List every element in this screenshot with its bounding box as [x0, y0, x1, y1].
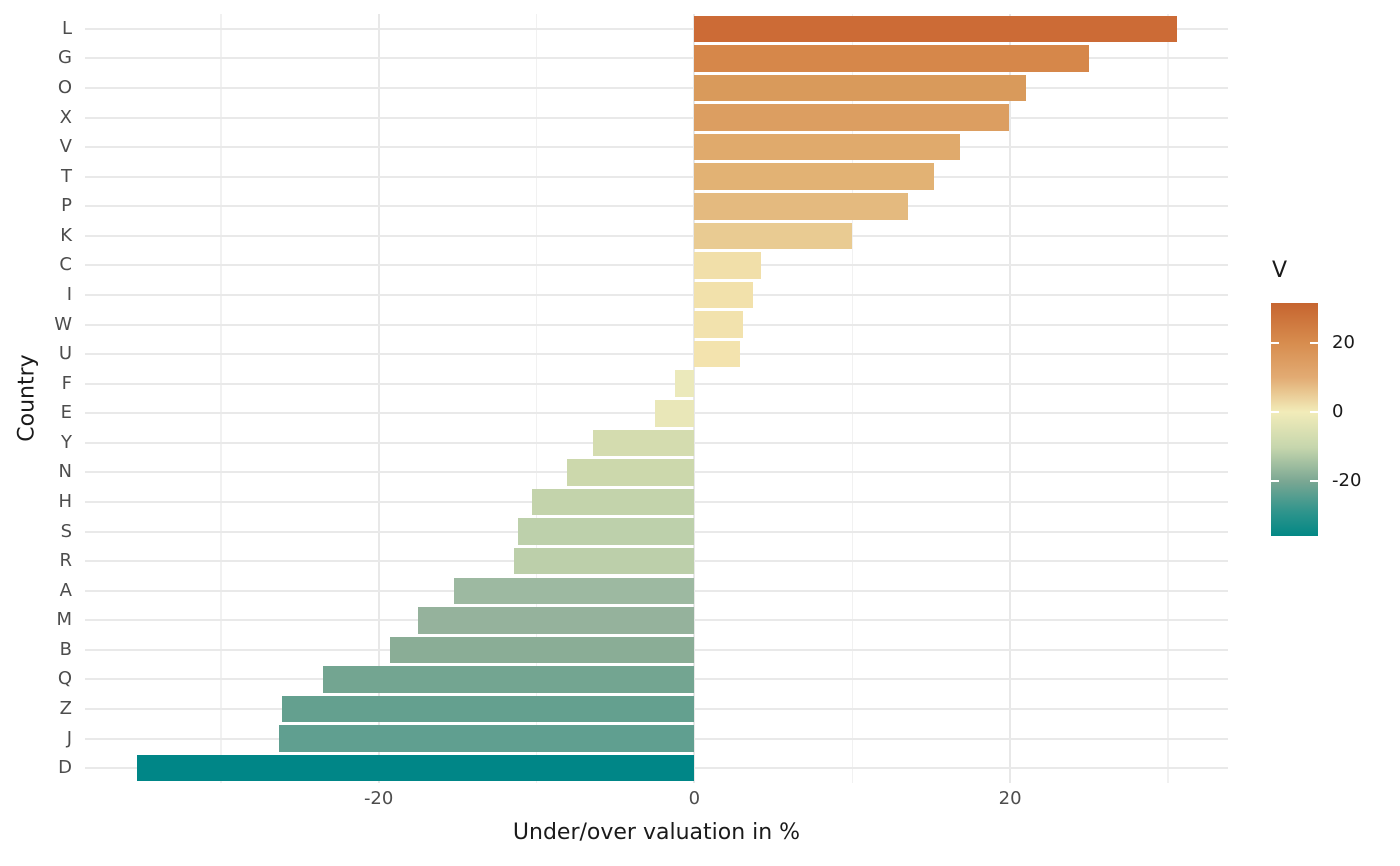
bar-R [514, 547, 695, 575]
bar-Q [323, 666, 695, 693]
gridline-y [85, 293, 1228, 296]
y-tick-label: X [59, 106, 72, 128]
x-tick-label: 20 [998, 788, 1022, 809]
bar-Y [593, 429, 695, 457]
gridline-x-minor [851, 14, 853, 783]
y-tick-label: K [60, 224, 72, 246]
plot-panel [85, 14, 1228, 783]
legend-tick-label: 20 [1332, 331, 1355, 353]
y-tick-label: D [58, 757, 72, 779]
y-tick-label: Q [57, 668, 72, 690]
legend-tick-label: 0 [1332, 401, 1344, 423]
legend-title: V [1272, 258, 1288, 283]
bar-N [566, 459, 695, 486]
gridline-y [85, 116, 1228, 119]
y-tick-label: P [61, 195, 72, 217]
x-axis-title: Under/over valuation in % [512, 820, 801, 845]
bar-C [694, 252, 761, 279]
legend-tick-label: -20 [1332, 470, 1362, 492]
bar-S [517, 518, 695, 545]
colorbar-tick [1271, 411, 1279, 414]
x-axis-tick-labels: -20 0 20 [85, 790, 1228, 814]
gridline-x-minor [1167, 14, 1169, 783]
y-tick-label: L [61, 17, 72, 39]
y-tick-label: I [66, 283, 72, 305]
gridline-x-minor [535, 14, 538, 783]
y-tick-label: W [54, 313, 72, 335]
y-tick-label: O [57, 76, 72, 98]
gridline-x-major [693, 14, 696, 783]
colorbar-tick [1271, 341, 1279, 344]
bar-F [675, 370, 695, 397]
gridline-y [85, 146, 1228, 149]
y-tick-label: G [58, 47, 72, 69]
gridline-y [85, 57, 1228, 60]
x-tick-label: -20 [363, 788, 394, 809]
bar-I [694, 281, 753, 309]
gridline-y [85, 86, 1228, 89]
bar-X [694, 104, 1009, 131]
bar-Z [282, 695, 695, 723]
gridline-y [85, 323, 1228, 326]
gridline-y [85, 382, 1228, 385]
y-tick-label: U [58, 343, 72, 365]
y-tick-label: C [59, 254, 72, 276]
bar-D [137, 754, 695, 782]
bar-V [694, 133, 960, 161]
gridline-y [85, 234, 1228, 237]
x-tick-label: 0 [688, 788, 701, 809]
bar-K [694, 222, 853, 250]
gridline-y [85, 264, 1228, 267]
bar-H [531, 488, 695, 516]
bar-A [454, 577, 695, 604]
colorbar-tick [1310, 480, 1318, 483]
y-tick-label: Y [61, 431, 72, 453]
y-tick-label: T [61, 165, 72, 187]
gridline-y [85, 27, 1228, 30]
gridline-y [85, 205, 1228, 208]
bar-T [694, 163, 935, 190]
bar-L [694, 15, 1178, 43]
y-tick-label: F [61, 372, 72, 394]
bar-G [694, 45, 1090, 72]
y-tick-label: V [59, 136, 72, 158]
y-tick-label: J [66, 727, 72, 749]
legend-colorbar [1271, 303, 1318, 536]
bar-U [694, 340, 741, 368]
gridline-x-major [377, 14, 380, 783]
y-tick-label: B [59, 638, 72, 660]
bar-M [418, 607, 695, 634]
y-tick-label: A [59, 579, 72, 601]
y-tick-label: R [59, 550, 72, 572]
y-tick-label: Z [59, 698, 72, 720]
gridline-y [85, 175, 1228, 178]
gridline-x-major [1009, 14, 1012, 783]
colorbar-tick [1310, 411, 1318, 414]
gridline-x-minor [220, 14, 222, 783]
y-tick-label: N [58, 461, 72, 483]
colorbar-tick [1310, 341, 1318, 344]
y-tick-label: E [60, 402, 72, 424]
bar-W [694, 311, 744, 338]
y-tick-label: H [58, 491, 72, 513]
bar-P [694, 193, 908, 220]
colorbar-tick [1271, 480, 1279, 483]
bar-E [654, 400, 695, 427]
y-tick-label: S [60, 520, 72, 542]
bar-B [389, 636, 695, 664]
bar-J [279, 725, 695, 752]
y-tick-label: M [56, 609, 72, 631]
gridline-y [85, 353, 1228, 356]
bar-O [694, 74, 1026, 102]
